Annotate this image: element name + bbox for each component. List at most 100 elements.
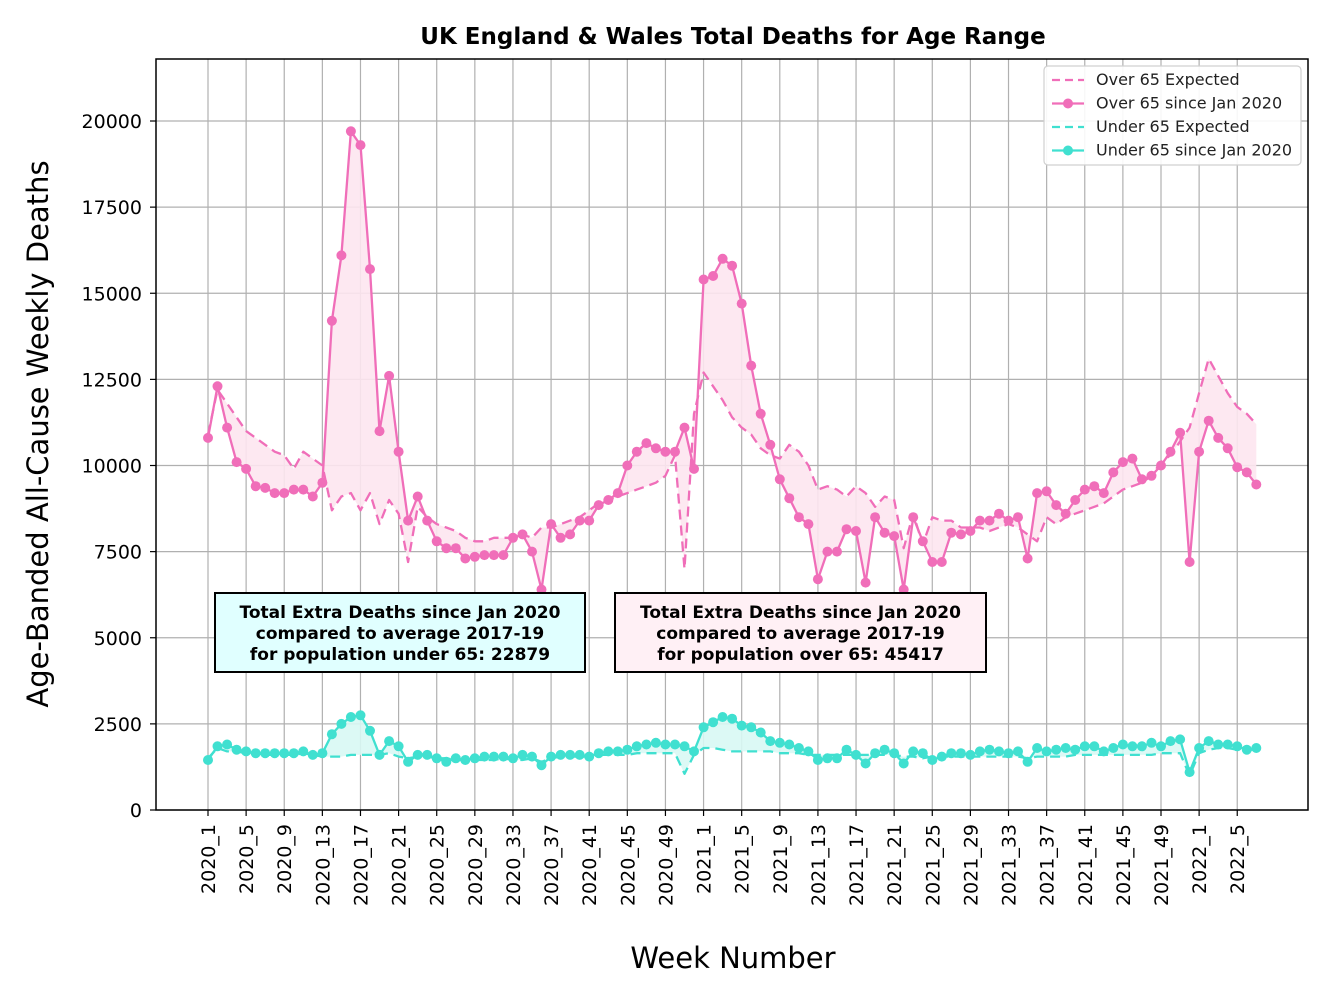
data-point: [917, 536, 928, 547]
data-point: [746, 360, 757, 371]
data-point: [336, 250, 347, 261]
data-point: [365, 264, 375, 275]
data-point: [203, 432, 213, 443]
x-tick-label: 2021_5: [732, 824, 754, 894]
y-tick-label: 12500: [82, 369, 142, 391]
data-point: [946, 527, 957, 538]
data-point: [1241, 744, 1252, 755]
series-line: [206, 357, 1258, 571]
data-point: [870, 512, 881, 523]
data-point: [441, 756, 452, 767]
data-point: [708, 271, 719, 281]
data-point: [974, 515, 985, 526]
data-point: [1175, 734, 1186, 745]
data-point: [469, 753, 480, 764]
data-point: [1251, 479, 1262, 490]
data-point: [384, 736, 395, 747]
data-point: [431, 536, 442, 547]
annotation-box: [214, 592, 586, 673]
legend-label: Under 65 Expected: [1096, 117, 1250, 136]
data-point: [717, 712, 728, 722]
x-tick-label: 2020_17: [350, 824, 372, 906]
legend-entry: Over 65 Expected: [1052, 70, 1240, 89]
data-point: [708, 717, 719, 728]
data-point: [832, 546, 842, 557]
data-point: [1222, 739, 1233, 750]
data-point: [307, 749, 318, 760]
data-point: [908, 512, 919, 523]
data-point: [774, 737, 785, 748]
data-point: [965, 749, 976, 760]
data-point: [727, 713, 738, 724]
data-point: [517, 749, 528, 760]
data-point: [1203, 736, 1214, 747]
data-point: [1060, 508, 1071, 519]
data-point: [1156, 741, 1166, 752]
data-point: [793, 743, 804, 753]
data-point: [679, 422, 690, 433]
data-point: [727, 260, 738, 271]
data-point: [679, 741, 690, 752]
data-point: [994, 508, 1004, 519]
data-point: [755, 408, 766, 419]
data-point: [803, 519, 814, 530]
data-point: [279, 488, 290, 499]
data-point: [822, 753, 833, 764]
x-tick-label: 2021_49: [1151, 824, 1173, 906]
data-point: [574, 749, 585, 760]
data-point: [326, 315, 337, 326]
x-tick-label: 2021_21: [884, 824, 906, 906]
annotation-line: compared to average 2017-19: [256, 624, 544, 644]
data-point: [784, 739, 795, 750]
data-point: [260, 748, 271, 759]
data-point: [222, 739, 233, 750]
data-point: [889, 748, 900, 759]
x-tick-label: 2020_5: [236, 824, 258, 894]
x-tick-label: 2020_33: [503, 824, 525, 906]
x-tick-label: 2021_9: [770, 824, 792, 894]
data-point: [774, 474, 785, 485]
annotation-line: for population under 65: 22879: [250, 645, 550, 665]
data-point: [812, 574, 823, 585]
data-point: [384, 370, 395, 381]
data-point: [1127, 453, 1138, 464]
x-tick-label: 2021_13: [808, 824, 830, 906]
data-point: [1089, 741, 1100, 752]
data-point: [832, 753, 842, 764]
data-point: [1184, 557, 1195, 567]
data-point: [250, 748, 261, 759]
data-point: [1251, 743, 1262, 753]
data-point: [555, 749, 566, 760]
x-tick-label: 2020_49: [655, 824, 677, 906]
fill-areas: [208, 131, 1257, 776]
data-point: [288, 748, 299, 759]
data-point: [1194, 743, 1205, 753]
x-tick-label: 2022_1: [1189, 824, 1211, 894]
data-point: [1165, 736, 1176, 747]
data-point: [460, 553, 471, 564]
data-point: [1098, 488, 1109, 499]
data-point: [269, 488, 280, 499]
data-point: [689, 746, 699, 757]
x-tick-label: 2021_41: [1075, 824, 1097, 906]
fill-area: [208, 715, 1257, 776]
data-point: [412, 491, 423, 502]
data-point: [803, 746, 814, 757]
data-point: [603, 746, 614, 757]
data-point: [670, 446, 680, 457]
data-point: [746, 722, 757, 733]
data-point: [317, 477, 328, 488]
data-point: [1098, 746, 1109, 757]
x-tick-label: 2021_45: [1113, 824, 1135, 906]
data-point: [1013, 746, 1023, 757]
data-point: [1136, 474, 1147, 485]
data-point: [612, 746, 623, 757]
data-point: [1032, 743, 1043, 753]
y-tick-label: 17500: [82, 197, 142, 219]
data-point: [1165, 446, 1176, 457]
data-point: [584, 751, 595, 762]
data-point: [1003, 748, 1014, 759]
data-point: [994, 746, 1004, 757]
x-tick-label: 2021_37: [1037, 824, 1059, 906]
data-point: [508, 532, 518, 543]
